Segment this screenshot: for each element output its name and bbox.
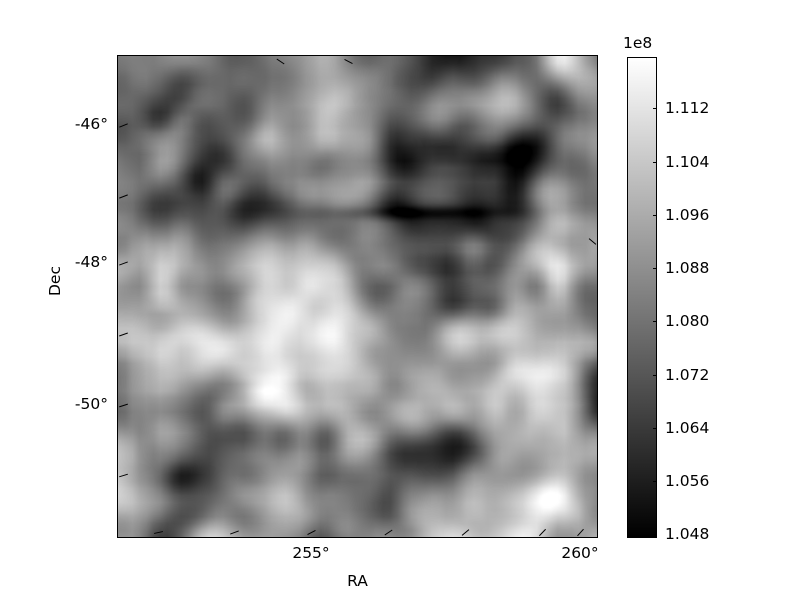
colorbar-label-4: 1.080 — [665, 312, 710, 330]
colorbar-tick-8 — [653, 534, 657, 535]
colorbar-tick-6 — [653, 428, 657, 429]
y-axis-label: Dec — [46, 266, 64, 296]
x-axis-label: RA — [347, 572, 368, 590]
sky-map-image — [118, 56, 597, 537]
colorbar[interactable] — [627, 57, 657, 538]
colorbar-label-6: 1.064 — [665, 419, 710, 437]
colorbar-label-8: 1.048 — [665, 525, 710, 543]
colorbar-tick-2 — [653, 215, 657, 216]
colorbar-label-3: 1.088 — [665, 259, 710, 277]
colorbar-label-5: 1.072 — [665, 366, 710, 384]
colorbar-tick-1 — [653, 162, 657, 163]
colorbar-label-1: 1.104 — [665, 153, 710, 171]
x-tick-label-1: 260° — [561, 544, 599, 562]
colorbar-tick-5 — [653, 375, 657, 376]
colorbar-label-2: 1.096 — [665, 206, 710, 224]
colorbar-label-7: 1.056 — [665, 472, 710, 490]
y-tick-label-2: -50° — [74, 395, 108, 413]
y-tick-label-0: -46° — [74, 115, 108, 133]
sky-map-axes[interactable] — [117, 55, 598, 538]
colorbar-tick-7 — [653, 481, 657, 482]
colorbar-label-0: 1.112 — [665, 99, 710, 117]
colorbar-offset-text: 1e8 — [623, 34, 653, 52]
x-tick-label-0: 255° — [292, 544, 330, 562]
y-tick-label-1: -48° — [74, 253, 108, 271]
colorbar-tick-3 — [653, 268, 657, 269]
colorbar-tick-0 — [653, 108, 657, 109]
colorbar-tick-4 — [653, 321, 657, 322]
